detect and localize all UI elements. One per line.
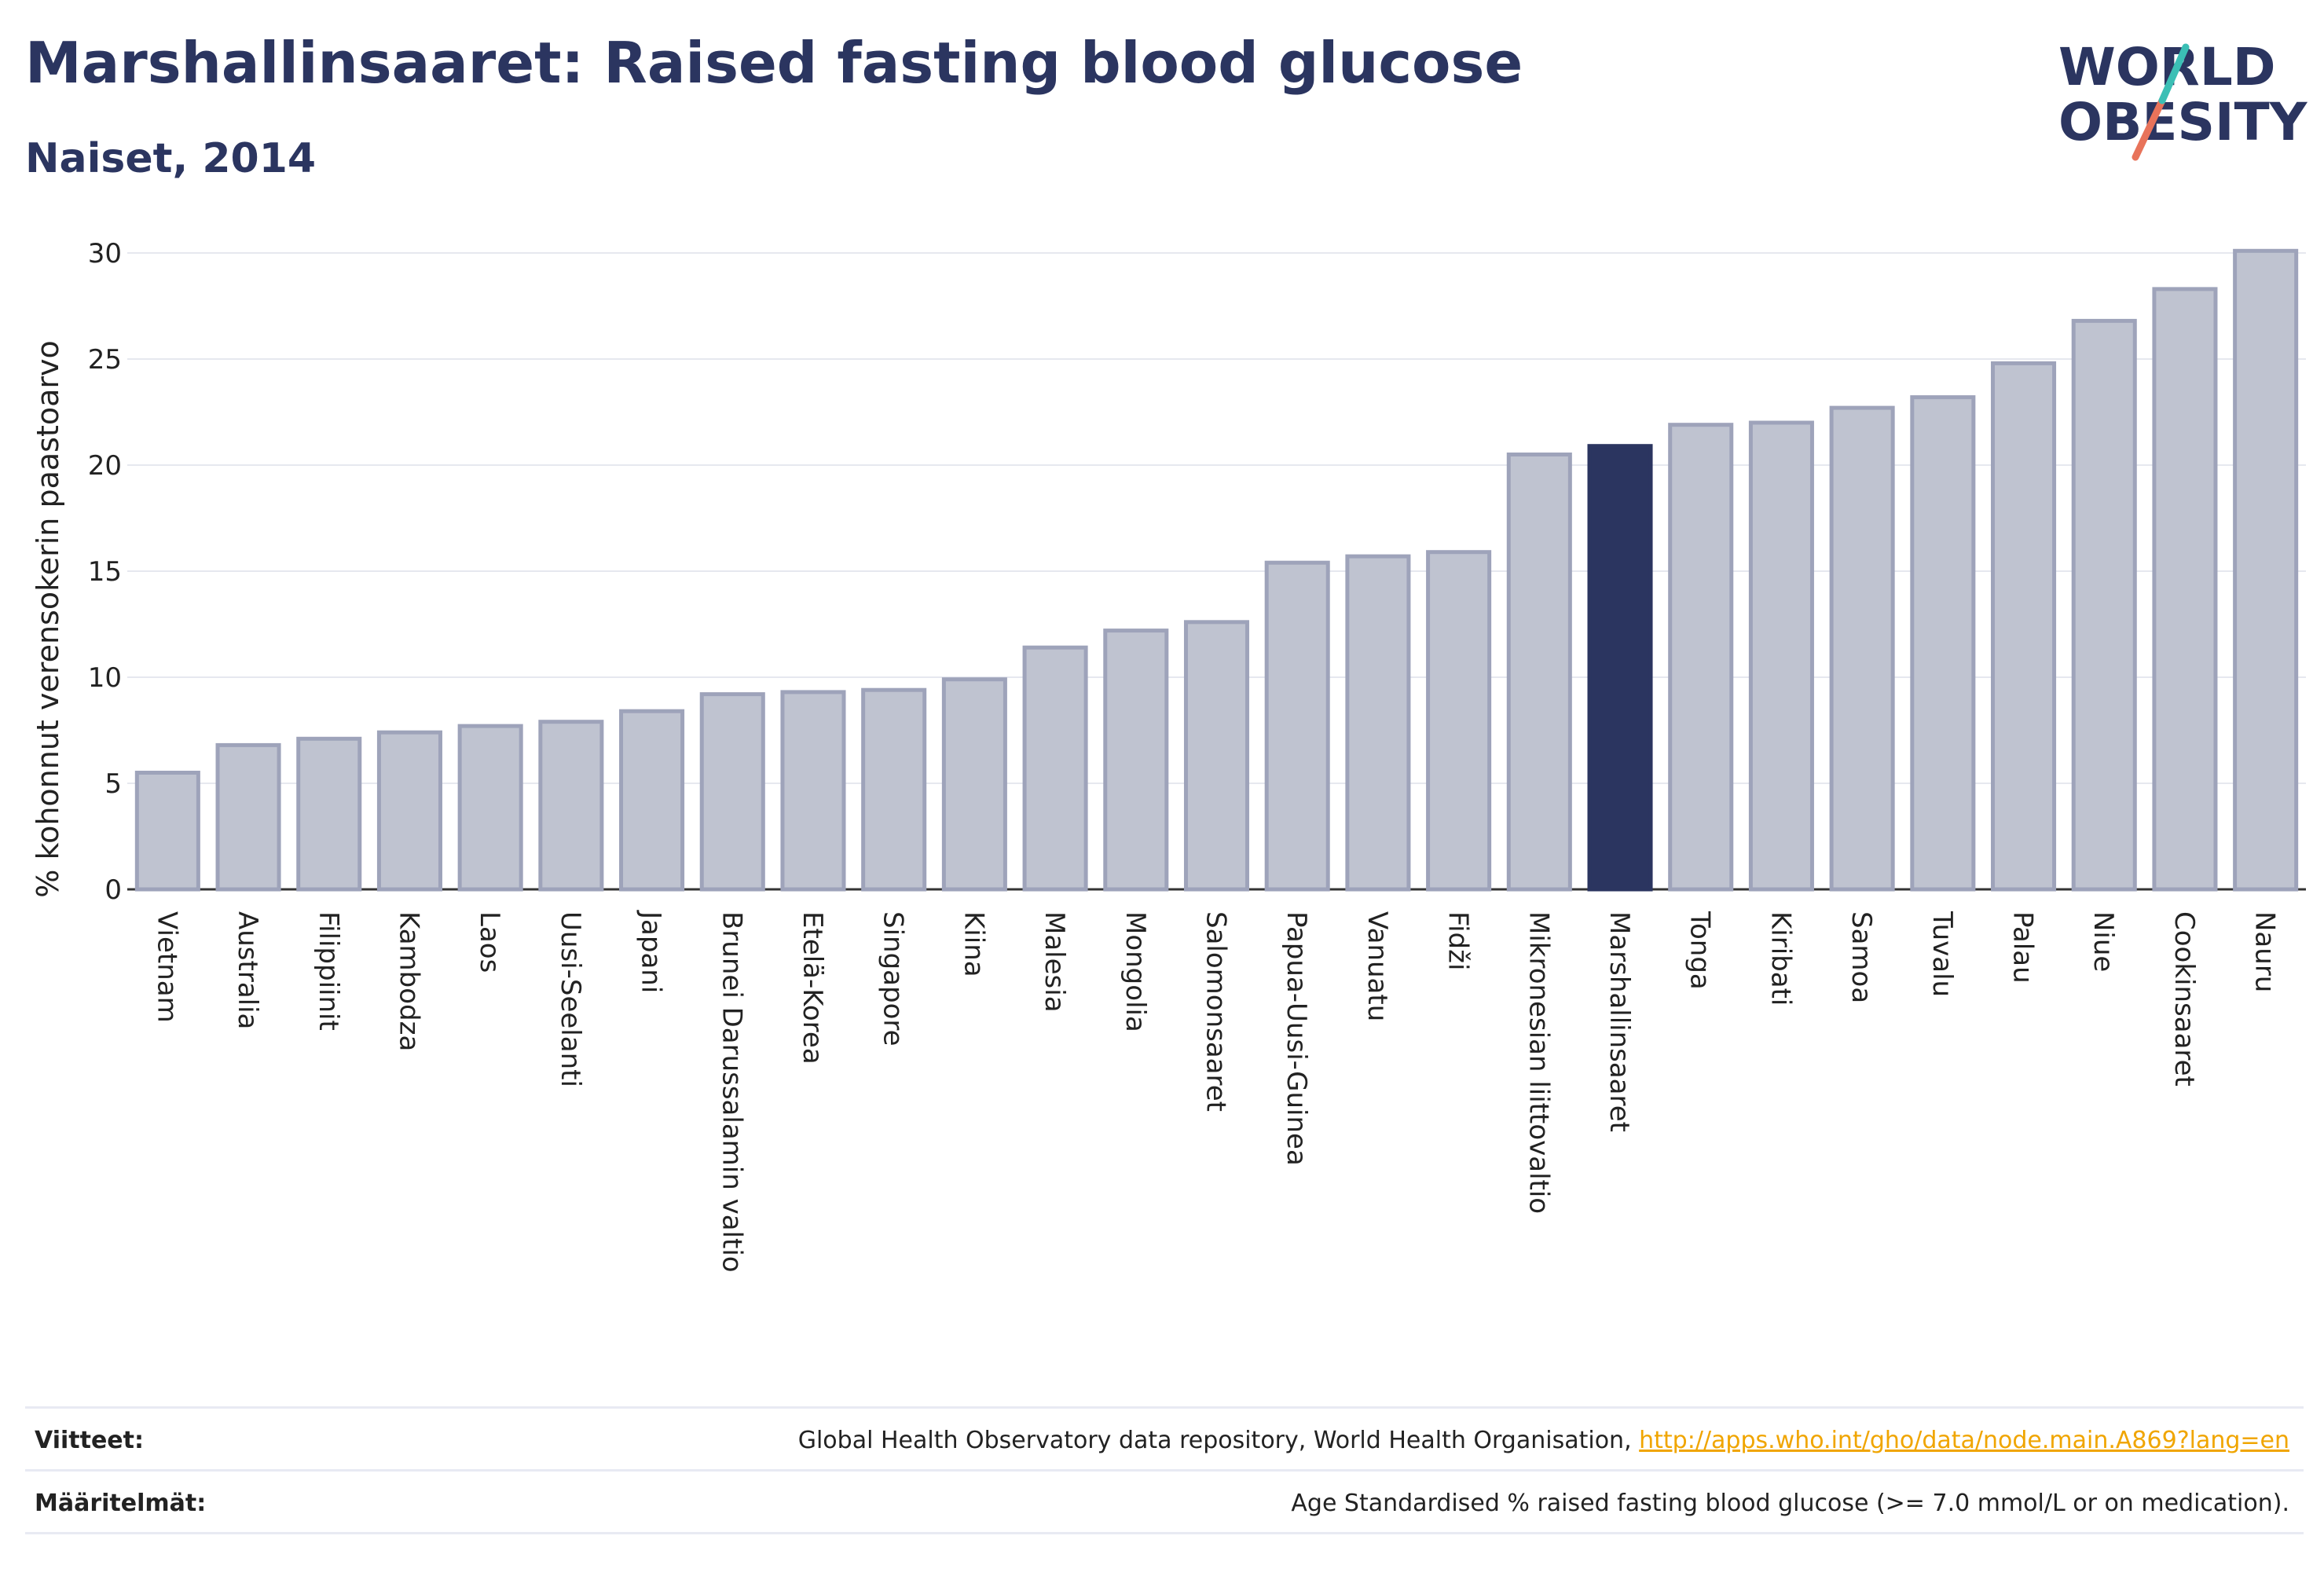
logo-line2: OBESITY (2058, 92, 2308, 152)
bar (1506, 453, 1572, 892)
x-tick-label: Brunei Darussalamin valtio (716, 911, 747, 1273)
x-tick-label: Fidži (1442, 911, 1474, 970)
references-row: Viitteet: Global Health Observatory data… (25, 1406, 2304, 1472)
bar (861, 687, 927, 892)
references-label: Viitteet: (35, 1426, 144, 1454)
x-tick-label: Kiribati (1765, 911, 1796, 1006)
bar (2233, 248, 2299, 892)
x-tick-label: Etelä-Korea (797, 911, 828, 1065)
x-tick-label: Cookinsaaret (2168, 911, 2200, 1087)
y-tick-label: 0 (104, 874, 122, 906)
bar (1991, 361, 2057, 892)
bar (1022, 645, 1088, 892)
footer-divider (25, 1532, 2304, 1534)
bar (780, 690, 846, 892)
x-tick-label: Mikronesian liittovaltio (1523, 911, 1554, 1214)
bar (296, 736, 362, 892)
bar (699, 692, 765, 892)
chart-title: Marshallinsaaret: Raised fasting blood g… (25, 30, 1523, 96)
x-tick-label: Japani (636, 910, 667, 993)
x-tick-label: Kambodza (393, 911, 424, 1051)
y-tick-label: 25 (88, 344, 122, 376)
x-tick-label: Filippiinit (313, 911, 344, 1031)
x-tick-label: Vietnam (151, 911, 182, 1023)
y-tick-label: 20 (88, 450, 122, 482)
x-tick-label: Vanuatu (1362, 911, 1393, 1021)
y-axis: 0 5 10 15 20 25 30 (88, 238, 122, 906)
x-tick-label: Samoa (1846, 911, 1877, 1003)
x-tick-label: Papua-Uusi-Guinea (1281, 911, 1312, 1166)
x-tick-label: Tonga (1684, 911, 1716, 990)
bar (215, 742, 281, 892)
bar (1829, 405, 1895, 892)
chart-subtitle: Naiset, 2014 (25, 135, 317, 182)
references-value: Global Health Observatory data repositor… (798, 1427, 2304, 1454)
bar (941, 677, 1007, 892)
bars (134, 248, 2299, 892)
references-link[interactable]: http://apps.who.int/gho/data/node.main.A… (1639, 1426, 2289, 1454)
bar (1264, 560, 1330, 892)
x-tick-label: Nauru (2249, 911, 2281, 992)
x-tick-label: Marshallinsaaret (1604, 911, 1635, 1132)
definitions-row: Määritelmät: Age Standardised % raised f… (25, 1469, 2304, 1534)
x-tick-label: Australia (232, 911, 263, 1029)
bar (376, 730, 442, 892)
bar-highlight (1587, 444, 1653, 892)
y-axis-label: % kohonnut verensokerin paastoarvo (31, 340, 65, 897)
x-axis-labels: Vietnam Australia Filippiinit Kambodza Laos U… (151, 910, 2280, 1273)
y-tick-label: 5 (104, 768, 122, 800)
bar (457, 724, 523, 892)
world-obesity-logo: WORLD OBESITY (2058, 37, 2308, 161)
bar (1426, 550, 1492, 892)
x-tick-label: Uusi-Seelanti (555, 911, 586, 1087)
x-tick-label: Kiina (958, 911, 989, 977)
definitions-value: Age Standardised % raised fasting blood … (1291, 1489, 2289, 1517)
x-tick-label: Salomonsaaret (1200, 911, 1232, 1112)
x-tick-label: Laos (474, 911, 505, 973)
references-text: Global Health Observatory data repositor… (797, 1426, 1640, 1454)
y-tick-label: 15 (88, 556, 122, 588)
bar (1183, 620, 1250, 892)
bar (619, 709, 685, 892)
x-tick-label: Singapore (878, 911, 909, 1046)
bar-chart: 0 5 10 15 20 25 30 Vietnam Australia Filippiinit… (31, 238, 2306, 1273)
x-tick-label: Tuvalu (1926, 911, 1958, 997)
bar (538, 720, 604, 892)
definitions-label: Määritelmät: (35, 1489, 207, 1517)
bar (1345, 554, 1411, 892)
x-tick-label: Palau (2007, 911, 2039, 984)
y-tick-label: 30 (88, 238, 122, 269)
y-tick-label: 10 (88, 662, 122, 694)
bar (2071, 318, 2137, 892)
bar (1748, 420, 1814, 892)
bar (1103, 629, 1169, 892)
bar (1668, 423, 1734, 892)
bar (1910, 395, 1976, 892)
x-tick-label: Niue (2088, 911, 2119, 972)
x-tick-label: Mongolia (1120, 911, 1151, 1032)
bar (2152, 287, 2218, 892)
bar (134, 771, 200, 892)
x-tick-label: Malesia (1039, 911, 1070, 1013)
